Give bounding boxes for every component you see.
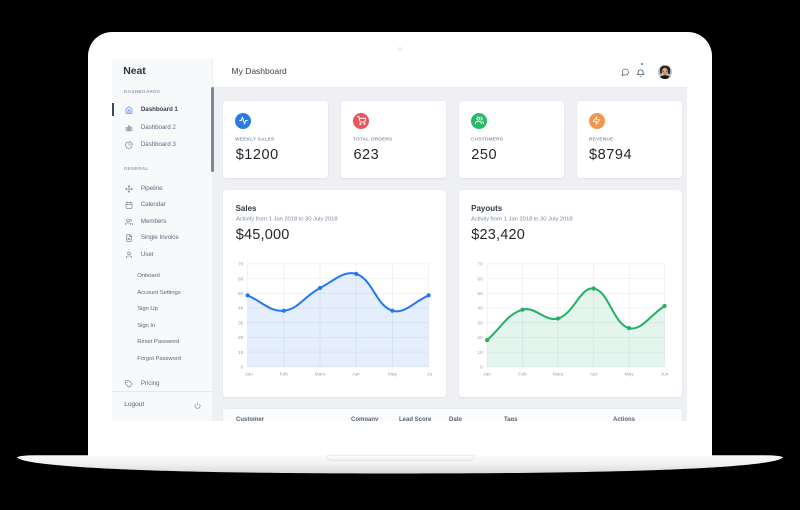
svg-text:Jun: Jun <box>661 371 669 377</box>
svg-text:Apr: Apr <box>590 371 598 377</box>
svg-text:50: 50 <box>477 291 483 297</box>
svg-text:60: 60 <box>238 276 244 282</box>
svg-text:0: 0 <box>480 365 483 371</box>
svg-text:10: 10 <box>477 350 483 356</box>
svg-text:0: 0 <box>241 365 244 371</box>
svg-text:40: 40 <box>477 306 483 312</box>
svg-text:50: 50 <box>238 291 244 297</box>
svg-text:10: 10 <box>238 350 244 356</box>
svg-text:Ju: Ju <box>427 371 432 377</box>
svg-text:Apr: Apr <box>353 371 361 377</box>
svg-text:Feb: Feb <box>518 371 527 377</box>
svg-text:Mars: Mars <box>553 371 564 377</box>
svg-text:Jan: Jan <box>245 371 253 377</box>
svg-text:60: 60 <box>477 276 483 282</box>
svg-text:May: May <box>388 371 398 377</box>
svg-text:Jan: Jan <box>483 371 491 377</box>
svg-text:40: 40 <box>238 306 244 312</box>
svg-text:70: 70 <box>477 262 483 268</box>
svg-text:May: May <box>624 371 634 377</box>
svg-text:Mars: Mars <box>315 371 326 377</box>
svg-text:70: 70 <box>238 262 244 268</box>
svg-text:Feb: Feb <box>280 371 289 377</box>
svg-text:30: 30 <box>238 321 244 327</box>
svg-text:20: 20 <box>238 335 244 341</box>
svg-text:20: 20 <box>477 335 483 341</box>
svg-text:30: 30 <box>477 321 483 327</box>
